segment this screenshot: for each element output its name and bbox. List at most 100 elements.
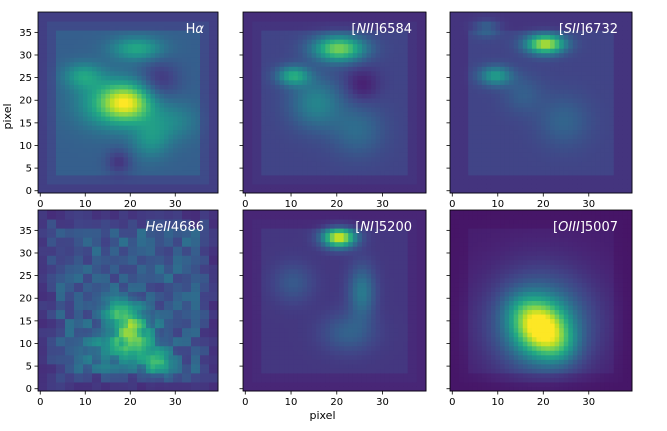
- heatmap-cell: [586, 116, 592, 122]
- heatmap-cell: [195, 134, 201, 140]
- heatmap-cell: [393, 179, 400, 185]
- heatmap-cell: [146, 134, 151, 140]
- heatmap-cell: [459, 79, 465, 85]
- heatmap-cell: [357, 125, 363, 131]
- heatmap-cell: [375, 125, 381, 131]
- heatmap-cell: [164, 152, 169, 158]
- heatmap-cell: [403, 25, 409, 31]
- heatmap-cell: [500, 97, 506, 103]
- heatmap-cell: [209, 152, 214, 158]
- heatmap-cell: [177, 34, 183, 40]
- heatmap-cell: [252, 170, 258, 176]
- heatmap-cell: [325, 52, 331, 58]
- heatmap-cell: [366, 125, 372, 131]
- heatmap-cell: [128, 111, 133, 117]
- heatmap-cell: [78, 75, 84, 81]
- heatmap-cell: [311, 34, 317, 40]
- heatmap-cell: [541, 93, 547, 99]
- heatmap-cell: [403, 143, 409, 149]
- heatmap-cell: [490, 134, 496, 140]
- heatmap-cell: [51, 61, 57, 67]
- heatmap-cell: [141, 84, 147, 90]
- heatmap-cell: [182, 116, 187, 122]
- heatmap-cell: [531, 70, 537, 76]
- heatmap-cell: [513, 116, 519, 122]
- heatmap-cell: [137, 43, 142, 49]
- heatmap-cell: [247, 138, 253, 144]
- heatmap-cell: [182, 107, 187, 113]
- heatmap-cell: [490, 97, 496, 103]
- heatmap-cell: [541, 138, 547, 144]
- panel-frame: [242, 11, 427, 194]
- heatmap-cell: [320, 12, 326, 18]
- heatmap-cell: [361, 188, 368, 194]
- heatmap-cell: [581, 97, 587, 103]
- heatmap-cell: [275, 61, 281, 67]
- heatmap-cell: [622, 188, 628, 194]
- heatmap-cell: [320, 116, 326, 122]
- heatmap-cell: [472, 129, 478, 135]
- heatmap-cell: [595, 179, 601, 185]
- heatmap-cell: [302, 147, 308, 153]
- heatmap-cell: [47, 66, 52, 72]
- heatmap-cell: [42, 295, 48, 302]
- heatmap-cell: [155, 188, 160, 194]
- heatmap-cell: [307, 134, 313, 140]
- heatmap-cell: [78, 125, 84, 131]
- heatmap-cell: [320, 179, 326, 185]
- heatmap-cell: [123, 147, 129, 153]
- heatmap-cell: [38, 228, 43, 234]
- heatmap-cell: [568, 102, 574, 108]
- heatmap-cell: [297, 107, 303, 113]
- heatmap-cell: [518, 66, 524, 72]
- heatmap-cell: [159, 30, 165, 36]
- heatmap-cell: [343, 147, 349, 153]
- heatmap-cell: [105, 170, 111, 176]
- heatmap-cell: [200, 138, 205, 144]
- heatmap-cell: [522, 52, 528, 58]
- heatmap-cell: [622, 120, 628, 126]
- heatmap-cell: [173, 12, 178, 18]
- heatmap-cell: [252, 34, 258, 40]
- heatmap-cell: [586, 88, 592, 94]
- heatmap-cell: [421, 134, 427, 140]
- heatmap-cell: [490, 188, 496, 194]
- heatmap-cell: [421, 34, 427, 40]
- heatmap-cell: [177, 188, 183, 194]
- heatmap-cell: [293, 116, 299, 122]
- heatmap-cell: [531, 134, 537, 140]
- heatmap-cell: [412, 84, 418, 90]
- heatmap-cell: [78, 179, 84, 185]
- heatmap-cell: [380, 93, 386, 99]
- heatmap-cell: [316, 143, 322, 149]
- heatmap-cell: [96, 43, 102, 49]
- heatmap-cell: [261, 183, 267, 189]
- heatmap-cell: [622, 165, 628, 171]
- heatmap-cell: [600, 61, 606, 67]
- heatmap-cell: [78, 52, 84, 58]
- heatmap-cell: [195, 88, 201, 94]
- heatmap-cell: [343, 188, 349, 194]
- heatmap-cell: [329, 111, 336, 117]
- heatmap-cell: [195, 39, 201, 45]
- heatmap-cell: [416, 165, 422, 171]
- heatmap-cell: [261, 88, 267, 94]
- heatmap-cell: [164, 147, 169, 153]
- heatmap-cell: [522, 174, 528, 180]
- heatmap-cell: [468, 170, 474, 176]
- heatmap-cell: [173, 116, 178, 122]
- heatmap-cell: [275, 30, 281, 36]
- heatmap-cell: [297, 129, 303, 135]
- heatmap-cell: [486, 174, 492, 180]
- heatmap-cell: [371, 134, 377, 140]
- heatmap-cell: [581, 138, 587, 144]
- heatmap-cell: [279, 79, 285, 85]
- heatmap-cell: [481, 21, 487, 27]
- heatmap-cell: [155, 34, 160, 40]
- heatmap-cell: [357, 156, 363, 162]
- heatmap-cell: [325, 97, 331, 103]
- heatmap-cell: [182, 88, 187, 94]
- heatmap-cell: [490, 170, 496, 176]
- heatmap-cell: [47, 161, 52, 167]
- heatmap-cell: [375, 143, 381, 149]
